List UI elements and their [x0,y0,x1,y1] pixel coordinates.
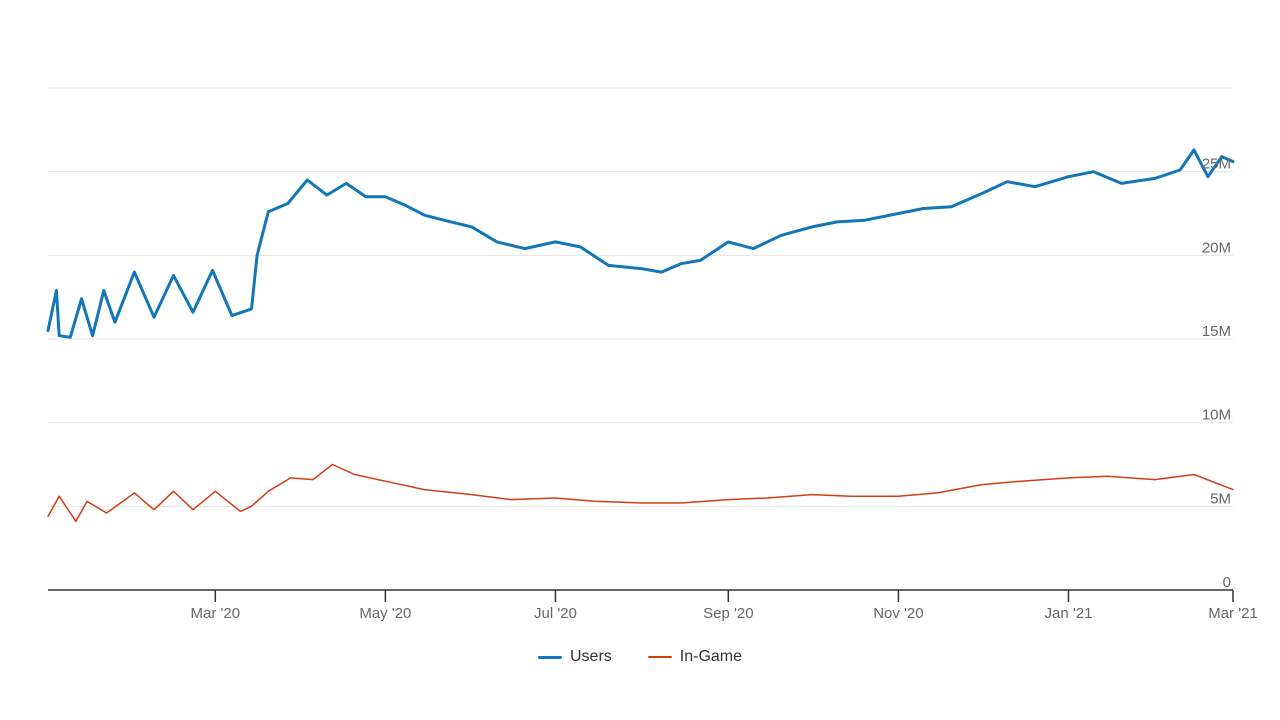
legend-label-in-game: In-Game [679,648,743,665]
legend-swatch-in-game [647,656,672,658]
series-line-in-game[interactable] [47,463,1234,523]
gridlines [48,87,1233,507]
x-tick-label: Jul '20 [534,605,577,622]
y-tick-label: 15M [1202,323,1231,340]
y-tick-label: 0 [1223,574,1231,591]
y-tick-label: 5M [1210,490,1231,507]
legend: Users In-Game [0,648,1280,666]
y-tick-label: 20M [1202,239,1231,256]
x-axis: Mar '20 May '20 Jul '20 Sep '20 Nov '20 Jan '… [48,589,1258,622]
x-tick-label: Jan '21 [1045,605,1093,622]
legend-item-users[interactable]: Users [537,648,612,666]
y-axis: 0 5M 10M 15M 20M 25M [1202,156,1231,591]
y-tick-label: 25M [1202,156,1231,173]
legend-swatch-users [537,655,562,659]
x-tick-label: Mar '20 [191,605,241,622]
y-tick-label: 10M [1202,407,1231,424]
x-tick-label: Mar '21 [1208,605,1258,622]
legend-label-users: Users [569,648,612,665]
x-tick-label: Nov '20 [873,605,923,622]
series-layer [46,148,1235,523]
x-tick-label: May '20 [359,605,411,622]
series-line-users[interactable] [46,148,1235,339]
legend-item-in-game[interactable]: In-Game [647,648,743,666]
x-tick-label: Sep '20 [703,605,753,622]
